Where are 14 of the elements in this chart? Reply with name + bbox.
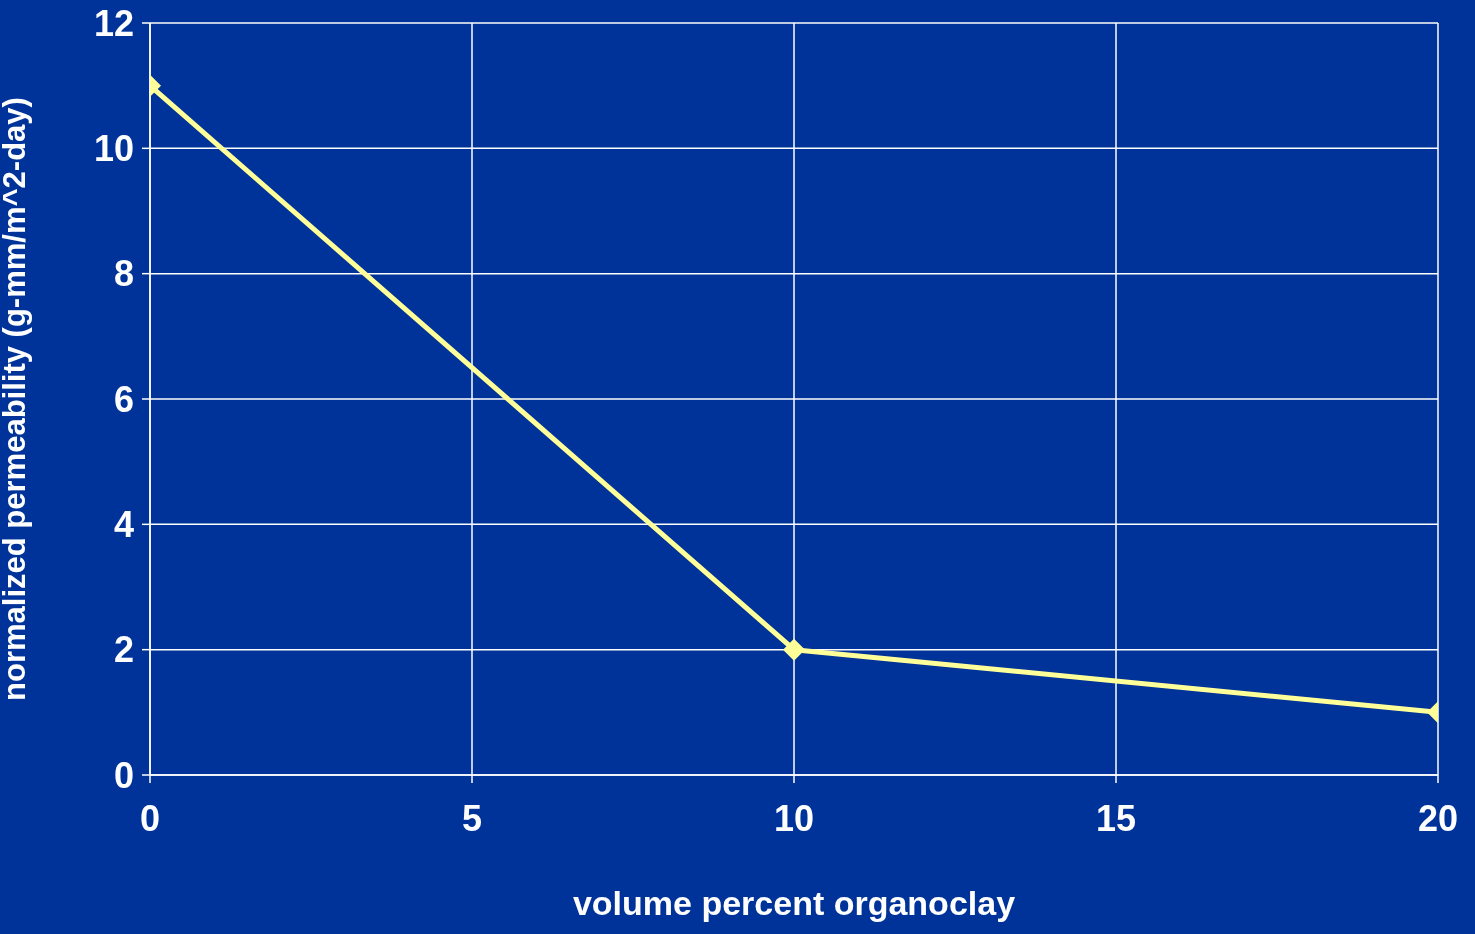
x-tick-label: 15 — [1095, 797, 1137, 839]
x-axis-title: volume percent organoclay — [572, 884, 1016, 922]
x-tick-label: 0 — [139, 797, 161, 839]
x-tick-label: 5 — [461, 797, 483, 839]
y-tick-label: 10 — [93, 128, 134, 170]
y-tick-label: 12 — [93, 2, 134, 44]
y-tick-label: 0 — [113, 754, 134, 796]
y-tick-label: 2 — [113, 629, 134, 671]
y-axis-title: normalized permeability (g-mm/m^2-day) — [0, 97, 33, 701]
x-tick-label: 10 — [773, 797, 815, 839]
y-tick-label: 4 — [113, 504, 134, 546]
x-tick-label: 20 — [1417, 797, 1459, 839]
y-tick-label: 6 — [113, 378, 134, 420]
y-tick-label: 8 — [113, 253, 134, 295]
